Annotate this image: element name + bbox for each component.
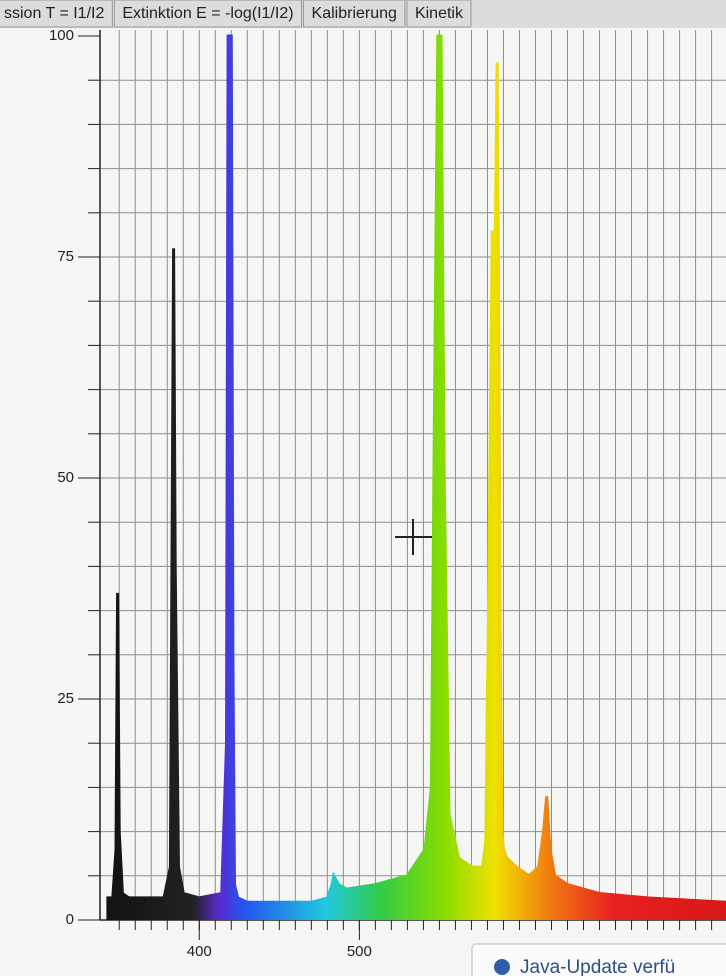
tabs: ssion T = I1/I2 Extinktion E = -log(I1/I2… [0,0,472,28]
tab-label: Kinetik [415,5,464,22]
tab[interactable] [0,0,113,28]
tab[interactable] [303,0,406,28]
tab-label: Extinktion E = -log(I1/I2) [122,5,293,22]
y-tick-label: 75 [57,248,74,265]
spectrum-line [106,34,726,904]
tab[interactable] [406,0,472,28]
notification[interactable] [471,943,726,976]
y-tick-label: 50 [57,469,74,486]
spectrum-area [106,36,726,920]
y-tick-label: 0 [66,911,74,928]
info-icon [494,959,510,975]
x-tick-label: 400 [187,943,212,960]
panel [0,28,726,976]
y-tick-label: 25 [57,690,74,707]
x-tick-label: 500 [347,943,372,960]
tab-label: ssion T = I1/I2 [4,5,104,22]
crosshair [395,519,432,555]
y-tick-label: 100 [49,27,74,44]
notification-text: Java-Update verfü [520,957,675,976]
plot: 0 25 50 75 100 400 500 [49,27,726,960]
tab-bar [0,0,726,28]
tab-label: Kalibrierung [312,5,397,22]
tab[interactable] [113,0,303,28]
